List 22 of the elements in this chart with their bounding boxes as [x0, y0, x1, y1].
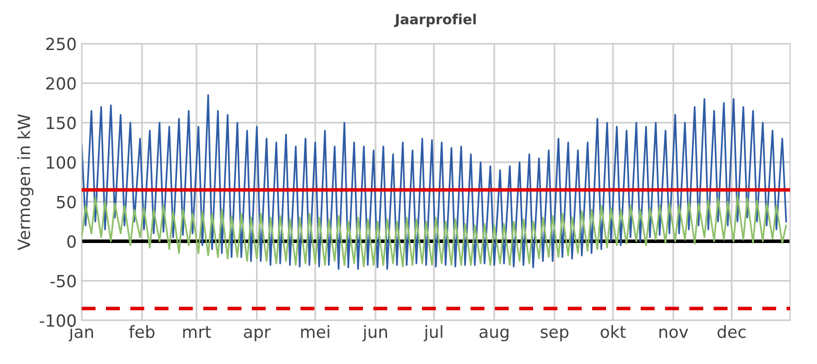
x-tick-label: aug [480, 328, 508, 342]
y-tick-label: 150 [46, 116, 76, 130]
x-tick-label: apr [244, 328, 271, 342]
x-tick-label: nov [659, 328, 688, 338]
x-tick-label: jun [362, 325, 388, 342]
x-tick-label: jan [68, 325, 93, 342]
x-tick-label: dec [718, 325, 746, 338]
y-tick-label: -100 [40, 314, 76, 327]
y-axis-title: Vermogen in kW [17, 114, 34, 250]
y-tick-label: 100 [46, 156, 76, 169]
chart-title: Jaarprofiel [394, 14, 476, 28]
y-tick-label: 0 [67, 235, 76, 248]
y-tick-label: 50 [56, 196, 76, 208]
y-tick-label: 200 [46, 77, 76, 90]
x-tick-label: mrt [183, 326, 211, 338]
x-tick-label: jul [424, 325, 442, 342]
x-tick-label: mei [301, 325, 330, 338]
x-tick-label: feb [129, 325, 154, 338]
y-tick-label: -50 [50, 274, 76, 288]
x-tick-label: sep [540, 328, 568, 342]
x-tick-label: okt [600, 325, 626, 338]
y-tick-label: 250 [46, 38, 76, 50]
